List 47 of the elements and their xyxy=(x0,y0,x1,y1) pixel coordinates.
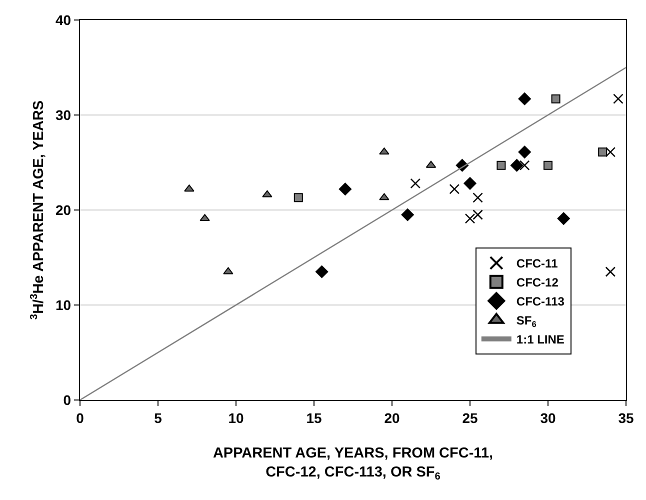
point xyxy=(464,177,476,190)
point xyxy=(598,148,608,157)
legend-label: CFC-11 xyxy=(516,256,558,271)
legend-label: 1:1 LINE xyxy=(516,332,564,347)
x-axis-title: APPARENT AGE, YEARS, FROM CFC-11, CFC-12, CFC-113, OR SF$_{6}$ xyxy=(212,446,494,482)
point xyxy=(200,214,210,222)
point xyxy=(472,192,483,203)
point xyxy=(262,190,272,198)
point xyxy=(519,160,530,170)
x-tick-label: 20 xyxy=(384,410,400,426)
point xyxy=(472,210,483,220)
point xyxy=(401,208,414,222)
point xyxy=(315,265,328,278)
y-tick-label: 10 xyxy=(56,296,72,313)
x-tick-label: 35 xyxy=(618,410,634,426)
x-tick-label: 30 xyxy=(540,410,556,426)
point xyxy=(338,182,352,196)
x-tick-label: 0 xyxy=(76,410,84,426)
point xyxy=(379,193,390,200)
point xyxy=(410,178,421,189)
legend-label: CFC-12 xyxy=(516,276,559,290)
point xyxy=(605,146,616,158)
point xyxy=(379,148,390,155)
point xyxy=(551,94,560,104)
point xyxy=(557,212,570,225)
point xyxy=(184,184,194,192)
x-tick-label: 10 xyxy=(228,410,244,426)
legend-label: CFC-113 xyxy=(516,294,565,309)
point xyxy=(544,160,552,170)
y-tick-label: 40 xyxy=(56,12,72,28)
point xyxy=(518,92,531,106)
legend-label: SF$_{6}$ xyxy=(516,314,537,330)
point xyxy=(223,267,234,274)
point xyxy=(294,193,303,202)
point xyxy=(518,146,531,158)
point xyxy=(464,213,476,224)
x-tick-label: 5 xyxy=(154,410,162,426)
point xyxy=(449,184,460,194)
y-tick-label: 0 xyxy=(63,392,72,408)
point xyxy=(613,94,624,104)
x-tick-label: 15 xyxy=(306,410,322,426)
point xyxy=(605,266,616,277)
point xyxy=(510,159,524,172)
x-tick-label: 25 xyxy=(462,410,478,426)
y-tick-label: 20 xyxy=(56,202,72,218)
y-tick-label: 30 xyxy=(56,106,72,123)
point xyxy=(496,160,506,170)
